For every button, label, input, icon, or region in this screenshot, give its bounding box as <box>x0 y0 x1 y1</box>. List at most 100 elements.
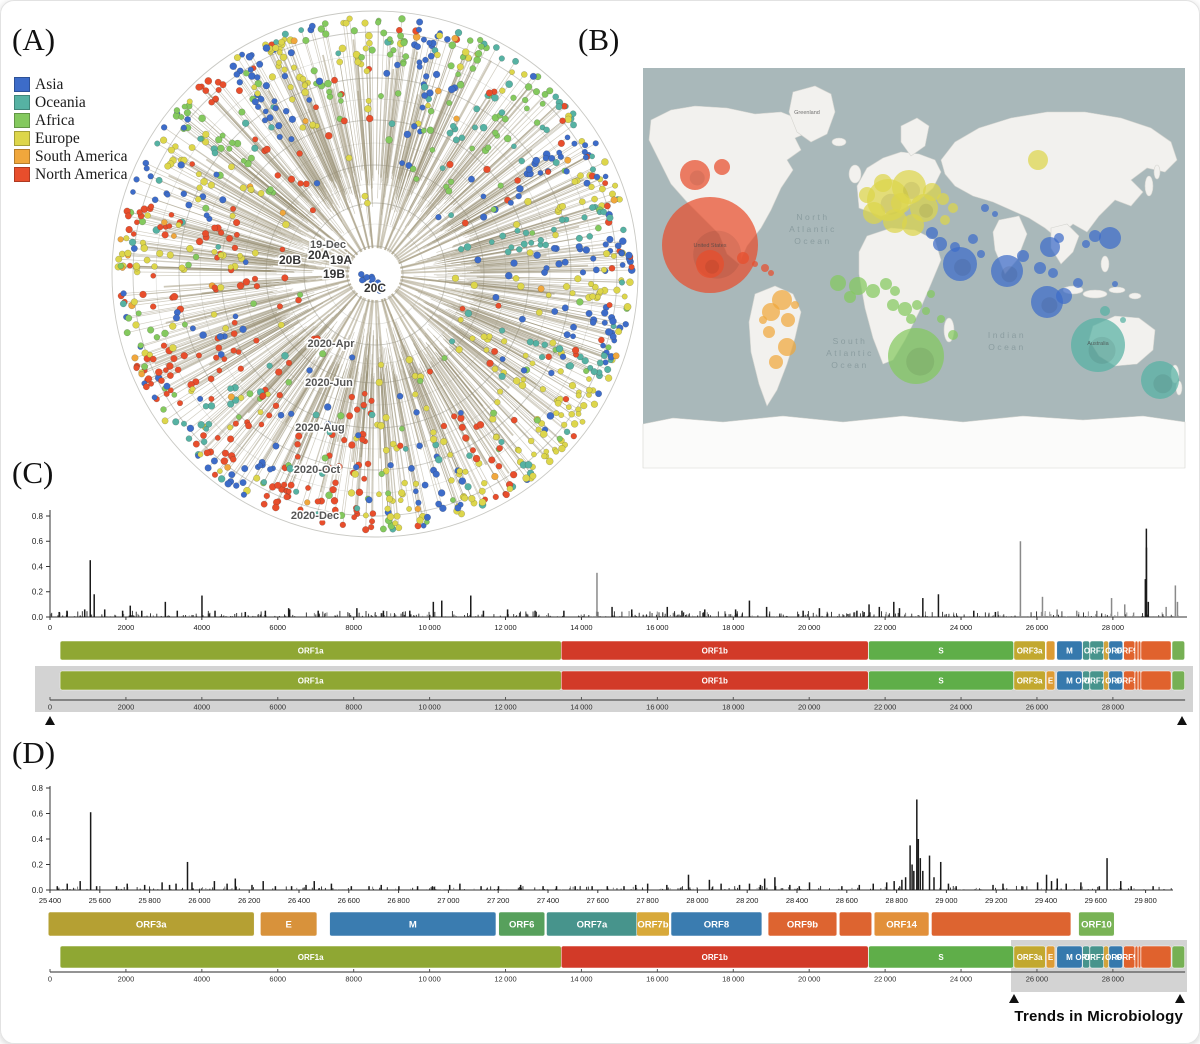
tree-tip <box>192 440 200 448</box>
tree-tip <box>203 425 210 432</box>
tree-tip <box>498 55 505 62</box>
legend-item-south-america: South America <box>14 148 128 165</box>
tree-tip <box>326 88 333 95</box>
branch <box>391 44 415 180</box>
tree-tip <box>176 400 184 407</box>
noise-bar <box>55 889 57 890</box>
branch-spine <box>397 285 531 362</box>
noise-bar <box>672 612 674 617</box>
branch <box>297 345 343 445</box>
branch <box>418 367 483 503</box>
noise-bar <box>324 613 326 617</box>
branch <box>157 143 286 221</box>
noise-bar <box>1015 885 1017 890</box>
branch <box>142 242 279 262</box>
region-case-bubble <box>1120 317 1126 323</box>
noise-bar <box>236 889 238 890</box>
noise-bar <box>734 615 736 617</box>
branch <box>464 290 590 314</box>
branch <box>260 193 326 240</box>
noise-bar <box>895 889 897 890</box>
noise-bar <box>820 885 822 890</box>
snp-bar <box>121 610 124 617</box>
noise-bar <box>493 616 495 617</box>
snp-bar <box>911 864 913 890</box>
branch <box>240 255 316 267</box>
tree-tip <box>314 511 321 517</box>
noise-bar <box>883 889 885 890</box>
tree-tip <box>308 22 316 30</box>
noise-bar <box>366 889 368 890</box>
branch <box>295 364 343 492</box>
branch <box>386 365 404 495</box>
branch <box>282 212 334 247</box>
noise-bar <box>702 612 704 617</box>
branch <box>420 366 486 500</box>
gene-block-m <box>1056 945 1083 969</box>
tree-tip <box>167 387 174 394</box>
branch <box>391 168 414 227</box>
tree-tip <box>470 281 478 289</box>
noise-bar <box>370 889 372 890</box>
noise-bar <box>550 616 552 617</box>
tree-tip <box>147 173 154 180</box>
noise-bar <box>818 887 820 890</box>
branch <box>477 229 624 257</box>
tree-tip <box>385 136 393 144</box>
snp-bar <box>519 884 522 890</box>
noise-bar <box>628 611 630 617</box>
tree-tip <box>385 495 394 503</box>
noise-bar <box>706 612 708 617</box>
branch <box>180 288 294 310</box>
noise-bar <box>1006 888 1008 890</box>
noise-bar <box>1162 616 1164 617</box>
tree-tip <box>401 479 408 487</box>
noise-bar <box>196 616 197 617</box>
tree-tip <box>304 499 311 506</box>
branch <box>161 317 287 381</box>
tree-tip <box>295 432 303 440</box>
tree-tip <box>219 81 227 89</box>
scale-tick-label: 24 000 <box>950 975 972 984</box>
noise-bar <box>60 616 62 617</box>
noise-bar <box>286 889 288 890</box>
branch <box>134 285 276 303</box>
tree-tip <box>390 47 397 54</box>
tree-tip <box>466 452 473 460</box>
tree-tip <box>462 434 470 442</box>
tree-tip <box>457 316 464 323</box>
snp-bar <box>885 882 888 890</box>
tree-tip <box>541 452 548 460</box>
tree-tip <box>232 313 239 320</box>
branch <box>377 96 382 199</box>
branch <box>240 314 318 369</box>
tree-tip <box>287 481 295 489</box>
snp-bar <box>893 601 895 617</box>
tree-tip <box>227 264 234 270</box>
noise-bar <box>632 616 634 617</box>
gene-label: ORF8 <box>1105 676 1127 685</box>
snp-bar <box>416 886 419 890</box>
branch <box>478 287 627 309</box>
branch <box>198 199 301 243</box>
snp-bar <box>398 886 400 890</box>
noise-bar <box>679 888 681 890</box>
noise-bar <box>851 887 853 890</box>
tree-tip <box>497 182 504 189</box>
noise-bar <box>995 887 997 890</box>
snp-bar <box>802 610 804 617</box>
branch <box>439 356 534 477</box>
noise-bar <box>1117 889 1119 890</box>
noise-bar <box>948 613 950 617</box>
noise-bar <box>223 615 225 617</box>
tree-tip <box>605 344 612 351</box>
time-ring-label: 2020-Dec <box>291 510 339 522</box>
noise-bar <box>207 613 209 617</box>
region-case-bubble <box>1100 306 1110 316</box>
tree-tip <box>331 506 339 514</box>
noise-bar <box>109 616 111 617</box>
tree-tip <box>491 472 499 481</box>
branch <box>424 365 497 498</box>
branch <box>143 246 280 264</box>
scale-tick-label: 6000 <box>269 975 286 984</box>
